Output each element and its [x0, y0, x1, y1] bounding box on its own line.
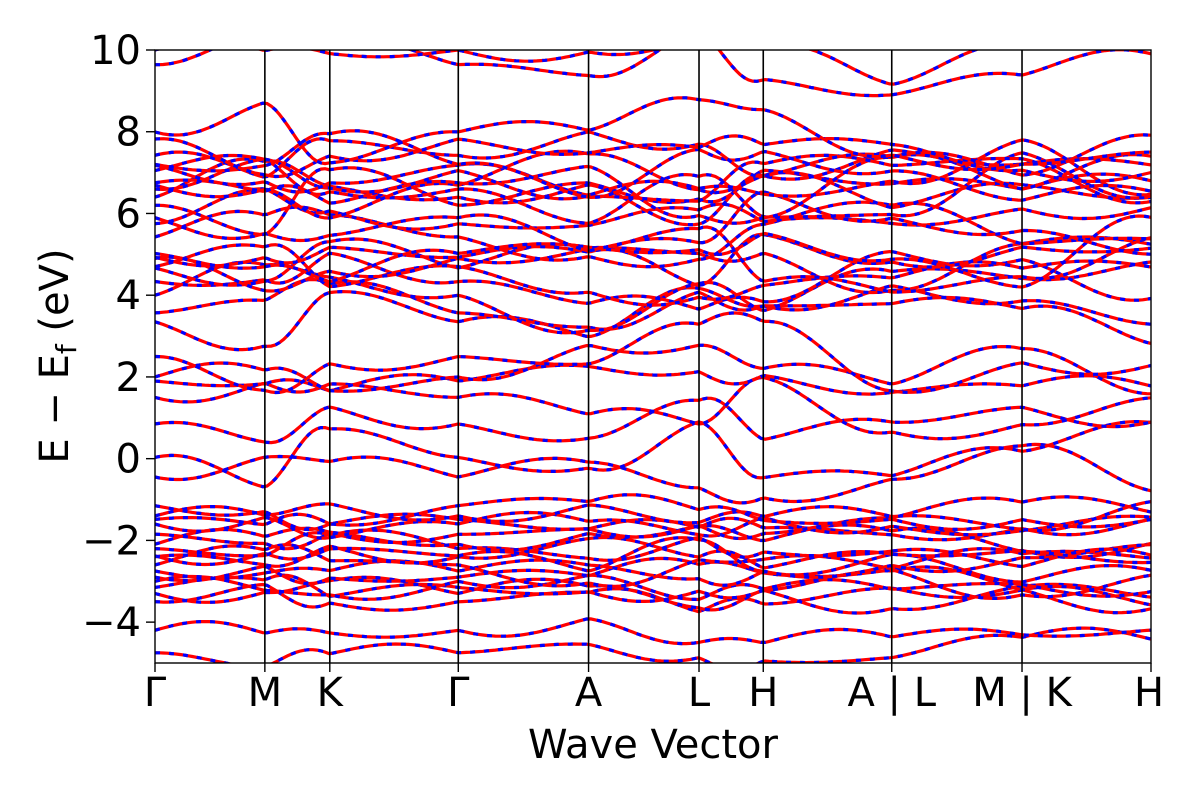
band-line-red: [155, 442, 1151, 505]
band-line-blue: [155, 420, 1151, 489]
y-tick-label: −2: [82, 518, 141, 564]
band-line-blue: [155, 573, 1151, 602]
band-line-red: [155, 50, 1151, 98]
x-tick-label: Γ: [447, 670, 470, 716]
x-tick-label: H: [1134, 670, 1164, 716]
y-tick-label: 4: [116, 273, 141, 319]
x-tick-label: Γ: [144, 670, 167, 716]
band-line-blue: [155, 535, 1151, 570]
band-line-blue: [155, 343, 1151, 396]
band-line-blue: [155, 151, 1151, 225]
band-line-blue: [155, 232, 1151, 288]
x-tick-label: A | L: [847, 670, 936, 716]
y-axis-ticks: 10 8 6 4 2 0 −2 −4: [82, 28, 155, 646]
x-tick-label: H: [748, 670, 778, 716]
band-line-red: [155, 277, 1151, 345]
band-line-blue: [155, 396, 1151, 445]
band-line-blue: [155, 536, 1151, 579]
band-lines: [155, 50, 1151, 663]
band-line-red: [155, 420, 1151, 489]
band-line-blue: [155, 138, 1151, 198]
band-line-blue: [155, 284, 1151, 352]
y-axis-label-main: E − E: [32, 354, 78, 464]
band-line-blue: [155, 552, 1151, 587]
x-tick-label: M: [248, 670, 283, 716]
y-tick-label: −4: [82, 600, 141, 646]
band-line-blue: [155, 528, 1151, 569]
band-line-blue: [155, 543, 1151, 588]
x-axis-label: Wave Vector: [528, 722, 779, 768]
band-line-blue: [155, 495, 1151, 541]
band-line-blue: [155, 153, 1151, 205]
y-tick-label: 8: [116, 110, 141, 156]
y-tick-label: 10: [90, 28, 141, 74]
x-tick-label: M | K: [972, 670, 1073, 716]
band-line-blue: [155, 311, 1151, 395]
band-line-blue: [155, 442, 1151, 505]
band-line-blue: [155, 556, 1151, 600]
band-line-blue: [155, 50, 981, 86]
x-tick-label: L: [688, 670, 711, 716]
band-line-blue: [155, 510, 1151, 540]
band-line-blue: [155, 500, 1151, 533]
band-line-blue: [155, 363, 1151, 396]
band-line-red: [155, 284, 1151, 352]
band-line-blue: [155, 277, 1151, 345]
y-tick-label: 6: [116, 191, 141, 237]
y-tick-label: 2: [116, 355, 141, 401]
y-tick-label: 0: [116, 437, 141, 483]
band-line-blue: [155, 96, 1151, 172]
band-line-blue: [155, 565, 1151, 607]
x-tick-label: A: [575, 670, 603, 716]
band-line-blue: [155, 190, 1151, 256]
band-line-blue: [155, 243, 1151, 307]
band-line-blue: [155, 166, 1151, 237]
band-line-blue: [155, 50, 1151, 98]
band-line-blue: [155, 130, 1151, 179]
y-axis-label-unit: (eV): [32, 248, 78, 344]
band-line-red: [155, 187, 1151, 231]
band-line-red: [155, 249, 1151, 311]
band-line-blue: [155, 617, 1151, 646]
band-line-blue: [155, 626, 1151, 663]
y-axis-label-subscript: f: [50, 343, 83, 354]
x-tick-label: K: [317, 670, 345, 716]
y-axis-label: E − Ef (eV): [32, 248, 83, 463]
high-symmetry-lines: [264, 50, 1023, 663]
plot-frame: [154, 49, 1152, 664]
band-line-blue: [155, 153, 1151, 225]
band-line-blue: [155, 214, 1151, 289]
band-line-red: [155, 396, 1151, 445]
band-line-red: [155, 343, 1151, 396]
band-line-blue: [155, 157, 1151, 227]
band-line-red: [155, 129, 1151, 202]
band-line-blue: [155, 493, 1151, 532]
band-line-blue: [155, 235, 1151, 295]
